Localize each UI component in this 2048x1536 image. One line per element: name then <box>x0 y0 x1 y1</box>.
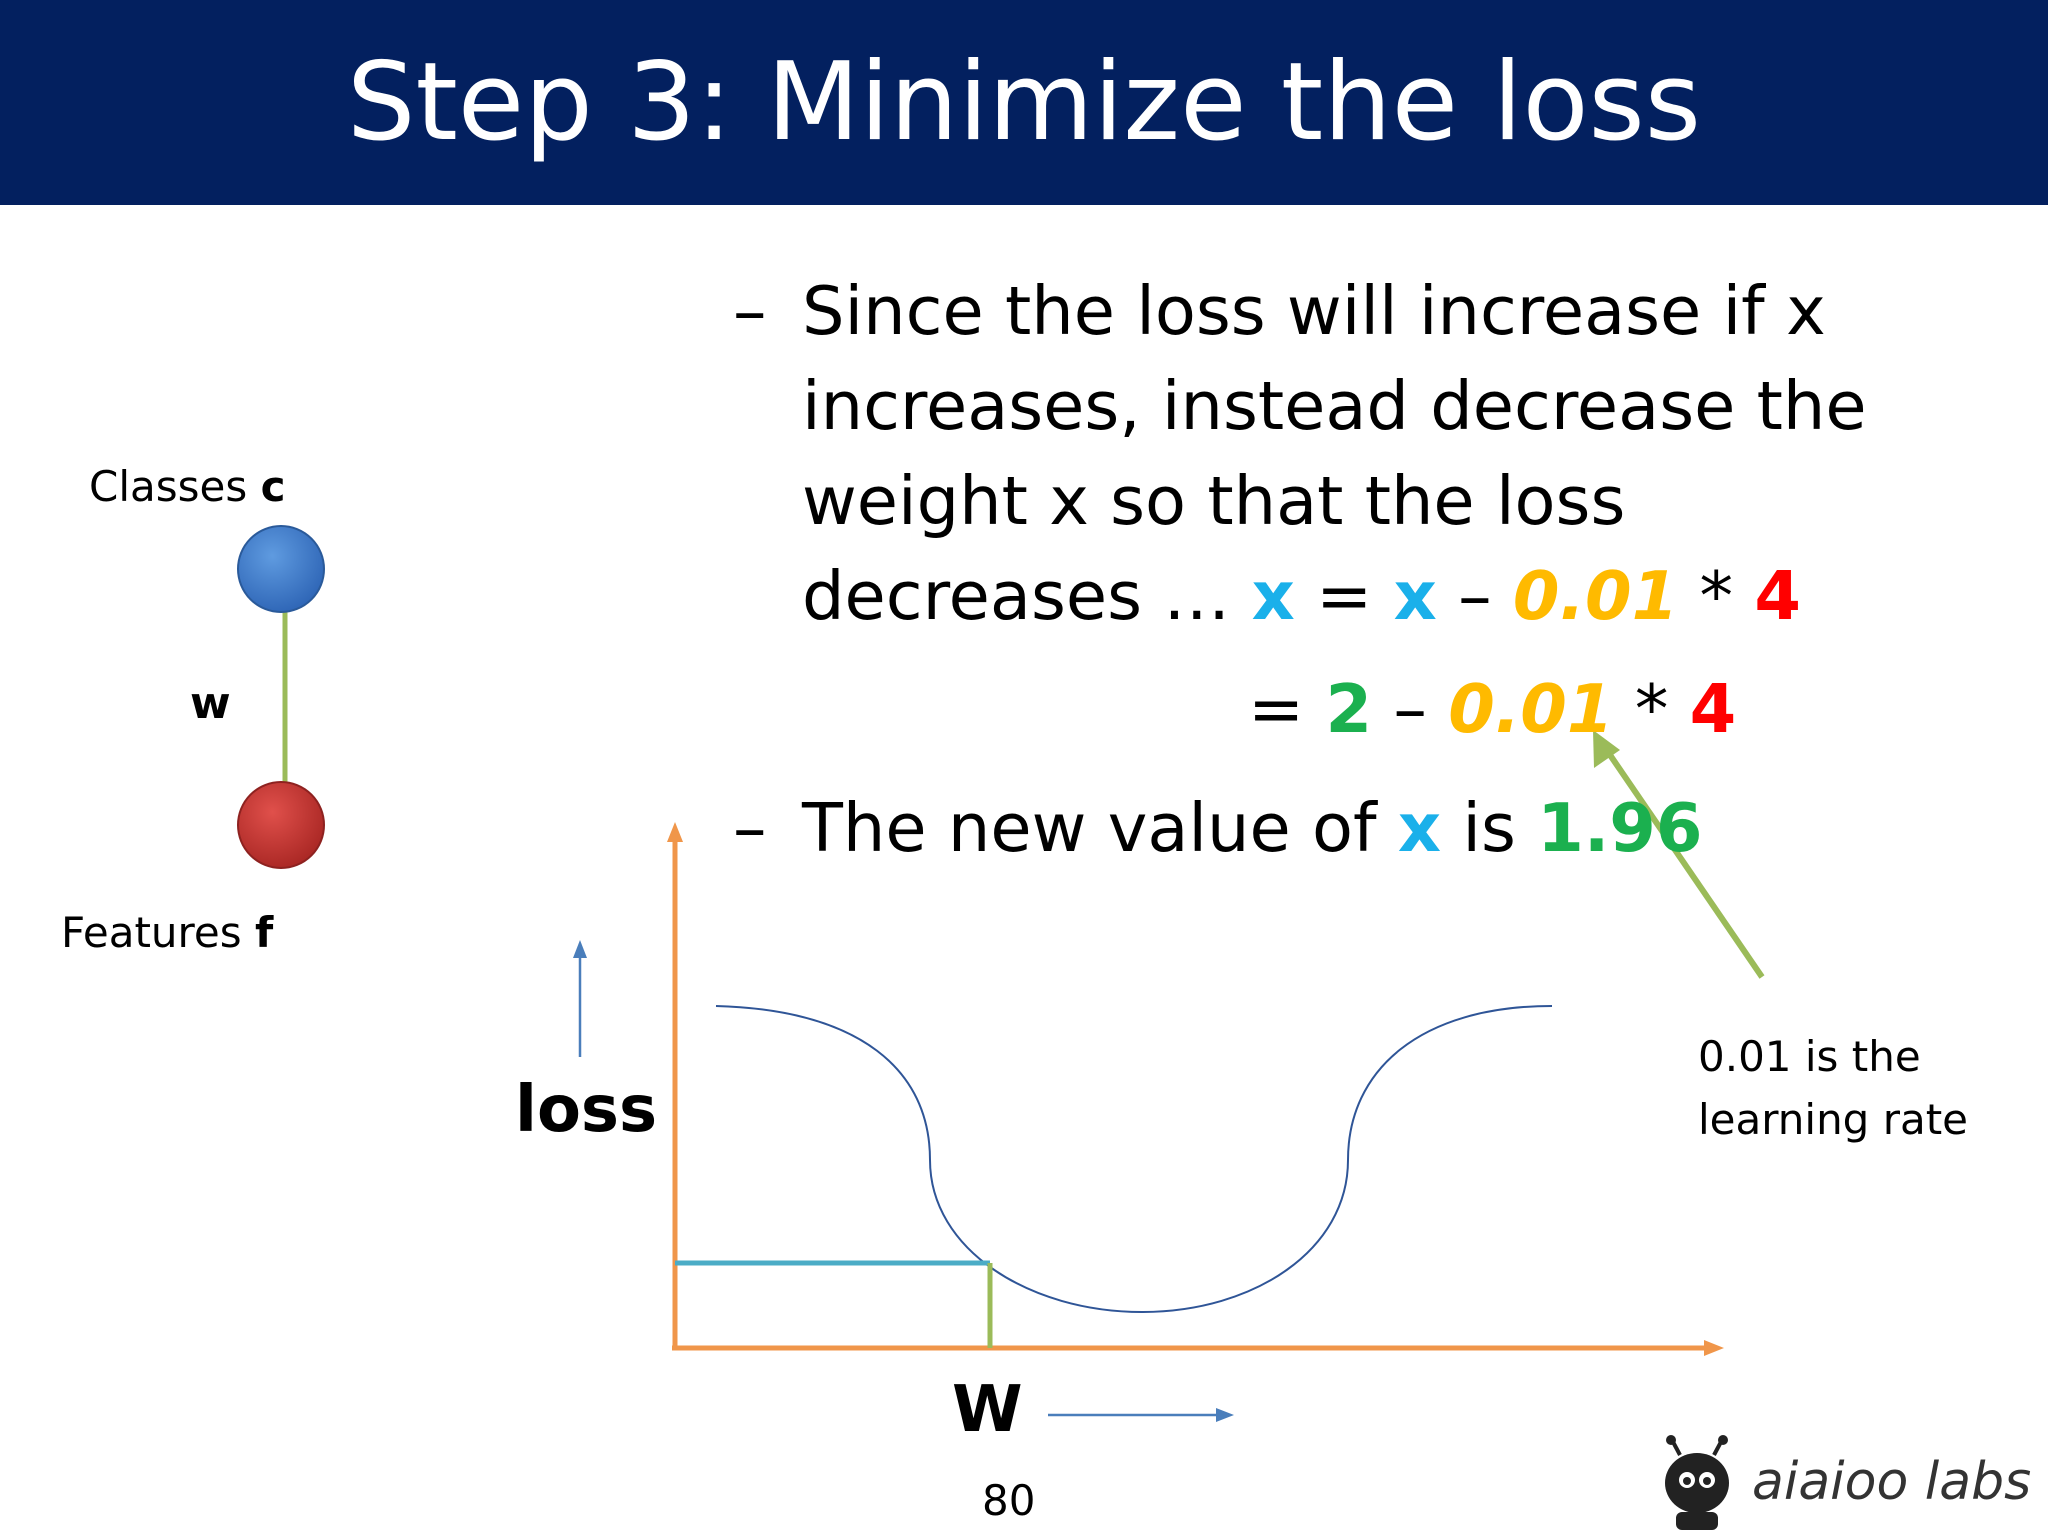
annotation-line1: 0.01 is the <box>1698 1032 1921 1081</box>
eq1-rate: 0.01 <box>1512 557 1679 635</box>
eq1-var-left: x <box>1251 557 1295 635</box>
class-node <box>237 525 325 613</box>
bullet1-line4: decreases … x = x – 0.01 * 4 <box>802 563 1801 630</box>
bullet1-line3: weight x so that the loss <box>802 462 1626 540</box>
eq2-value: 2 <box>1325 670 1373 748</box>
logo-text: aiaioo labs <box>1752 1452 2032 1512</box>
features-label-text: Features <box>61 908 242 957</box>
eq2-times: * <box>1634 670 1669 748</box>
bullet-dash-2: – <box>733 789 767 867</box>
bullet2-middle: is <box>1441 789 1538 867</box>
eq1-times: * <box>1699 557 1734 635</box>
features-label: Features f <box>61 912 273 954</box>
classes-label-text: Classes <box>89 462 248 511</box>
y-axis-arrowhead <box>667 822 683 842</box>
bullet2-prefix: The new value of <box>802 789 1398 867</box>
weight-label: w <box>190 678 231 729</box>
classes-symbol: c <box>260 462 286 511</box>
bullet-dash-1: – <box>733 272 767 350</box>
eq1-minus: – <box>1458 557 1492 635</box>
eq2-equals: = <box>1248 670 1305 748</box>
page-number: 80 <box>982 1476 1036 1525</box>
loss-axis-label: loss <box>515 1073 658 1147</box>
eq1-gradient: 4 <box>1754 557 1801 635</box>
bullet1-line2: increases, instead decrease the <box>802 367 1867 445</box>
weight-direction-arrowhead <box>1216 1408 1234 1422</box>
bullet1-line1: Since the loss will increase if x <box>802 272 1826 350</box>
learning-rate-arrowhead <box>1593 730 1620 768</box>
eq2-rate: 0.01 <box>1448 670 1614 748</box>
title-bar: Step 3: Minimize the loss <box>0 0 2048 205</box>
x-axis-arrowhead <box>1704 1340 1724 1356</box>
eq2-gradient: 4 <box>1689 670 1737 748</box>
eq1-var-right: x <box>1393 557 1437 635</box>
eq1-equals: = <box>1316 557 1373 635</box>
feature-node <box>237 781 325 869</box>
weight-axis-label: W <box>952 1373 1023 1447</box>
loss-direction-arrowhead <box>573 940 587 958</box>
bullet2-value: 1.96 <box>1537 789 1703 867</box>
annotation-line2: learning rate <box>1698 1095 1969 1144</box>
eq2-minus: – <box>1393 670 1427 748</box>
features-symbol: f <box>254 908 274 957</box>
bullet2-var: x <box>1397 789 1442 867</box>
bullet2-line: The new value of x is 1.96 <box>802 795 1703 862</box>
classes-label: Classes c <box>89 466 285 508</box>
learning-rate-arrow <box>1605 750 1765 979</box>
bullet1-line4-prefix: decreases … <box>802 557 1252 635</box>
loss-curve <box>715 1005 1553 1314</box>
slide-title: Step 3: Minimize the loss <box>346 40 1702 165</box>
equation-line-2: = 2 – 0.01 * 4 <box>1248 676 1736 743</box>
logo-mascot-icon <box>1665 1435 1729 1530</box>
